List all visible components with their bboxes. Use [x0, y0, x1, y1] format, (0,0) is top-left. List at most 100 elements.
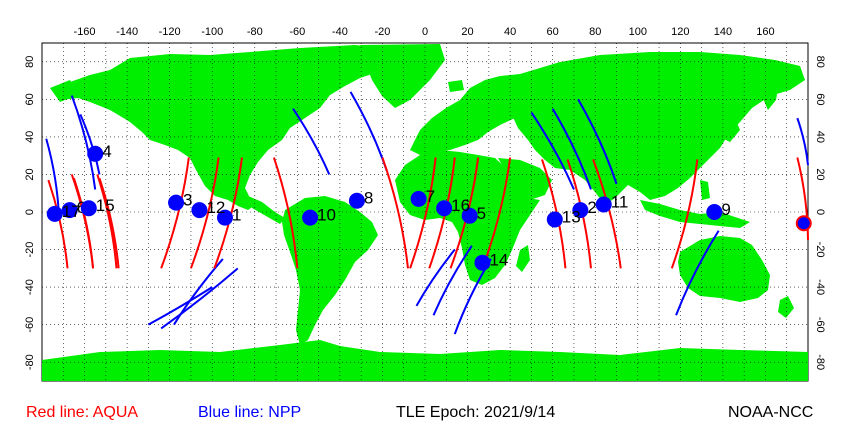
- source-credit: NOAA-NCC: [728, 404, 814, 421]
- satellite-markers: 1234567891011121314151617: [46, 142, 812, 271]
- lon-tick-label: -60: [289, 26, 305, 38]
- lat-tick-label-left: -40: [24, 279, 36, 295]
- asia: [512, 52, 805, 205]
- north-america: [55, 45, 400, 210]
- legend-npp: Blue line: NPP: [198, 404, 302, 421]
- aqua-track: [47, 179, 69, 269]
- satellite-label: 11: [611, 192, 629, 211]
- japan: [722, 118, 740, 142]
- satellite-marker: [474, 254, 491, 271]
- aqua-track: [70, 174, 95, 269]
- alaska-tip: [50, 80, 78, 102]
- npp-track: [79, 113, 101, 175]
- satellite-marker: [80, 200, 97, 217]
- lon-tick-label: -80: [247, 26, 263, 38]
- lat-tick-label-right: 60: [814, 93, 826, 105]
- lat-tick-label-right: -20: [814, 242, 826, 258]
- arabia: [498, 158, 552, 200]
- satellite-label: 8: [364, 189, 373, 208]
- satellite-marker: [46, 205, 63, 222]
- lon-tick-label: 160: [756, 26, 774, 38]
- lat-tick-label-right: 20: [814, 168, 826, 180]
- aqua-track: [160, 157, 190, 269]
- indonesia: [640, 200, 750, 228]
- satellite-label: 2: [587, 198, 596, 217]
- iceland: [448, 80, 464, 92]
- satellite-label: 7: [426, 187, 435, 206]
- aqua-track: [96, 174, 118, 269]
- satellite-marker: [348, 192, 365, 209]
- greenland: [360, 44, 445, 108]
- lon-tick-label: -100: [201, 26, 223, 38]
- satellite-marker: [302, 209, 319, 226]
- madagascar: [516, 245, 530, 272]
- satellite-label: 9: [721, 200, 730, 219]
- lon-tick-label: -120: [159, 26, 181, 38]
- satellite-label: 16: [451, 196, 470, 215]
- aqua-track: [272, 157, 299, 269]
- npp-track: [432, 245, 473, 316]
- satellite-marker: [595, 196, 612, 213]
- satellite-marker: [706, 204, 723, 220]
- lat-tick-label-right: -80: [814, 354, 826, 370]
- aqua-track: [796, 157, 809, 241]
- npp-track: [292, 108, 331, 175]
- lat-tick-label-left: 60: [24, 93, 36, 105]
- aqua-track: [592, 159, 622, 269]
- satellite-marker: [436, 200, 453, 217]
- satellite-marker: [61, 202, 78, 219]
- axis-ticks: -160 -140 -120 -100 -80 -60 -40 -20 0 20 40 60 80 1 0 0…: [24, 26, 826, 370]
- australia: [678, 236, 770, 302]
- satellite-label: 15: [96, 196, 115, 215]
- south-america: [282, 196, 378, 345]
- npp-track: [415, 248, 456, 307]
- satellite-label: 17: [62, 202, 81, 221]
- npp-track: [675, 230, 720, 316]
- satellite-label: 1: [232, 206, 241, 225]
- npp-track: [70, 95, 97, 190]
- npp-track: [530, 111, 575, 190]
- lat-tick-label-right: -60: [814, 317, 826, 333]
- legend-aqua: Red line: AQUA: [26, 404, 139, 421]
- aqua-track: [98, 177, 120, 269]
- lat-tick-label-right: -40: [814, 279, 826, 295]
- lon-tick-label: -20: [374, 26, 390, 38]
- lat-tick-label-left: -80: [24, 354, 36, 370]
- aqua-track: [409, 157, 437, 269]
- satellite-marker: [546, 211, 563, 228]
- aqua-track: [670, 159, 699, 269]
- aqua-track: [190, 157, 220, 269]
- satellite-label: 5: [477, 204, 486, 223]
- satellite-marker: [191, 202, 208, 219]
- lat-tick-label-right: 80: [814, 56, 826, 68]
- lon-tick-label: 40: [504, 26, 516, 38]
- satellite-marker: [461, 207, 478, 224]
- lat-tick-label-right: 0: [814, 209, 826, 215]
- npp-track: [551, 108, 592, 190]
- satellite-label: 12: [206, 198, 225, 217]
- philippines: [700, 180, 710, 200]
- lon-tick-label: -40: [332, 26, 348, 38]
- aqua-track: [213, 157, 244, 269]
- lon-tick-label: 80: [589, 26, 601, 38]
- new-zealand: [778, 296, 794, 318]
- lon-tick-label: -140: [116, 26, 138, 38]
- lon-tick-label: -160: [74, 26, 96, 38]
- lat-tick-label-left: 0: [24, 209, 36, 215]
- kamchatka: [762, 75, 780, 110]
- aqua-track: [381, 157, 409, 269]
- satellite-marker: [572, 202, 589, 219]
- lat-tick-label-left: 80: [24, 56, 36, 68]
- npp-track: [796, 117, 809, 166]
- lat-tick-label-left: 20: [24, 168, 36, 180]
- npp-track: [577, 98, 618, 185]
- lon-tick-label: 0: [422, 26, 428, 38]
- satellite-marker: [797, 217, 810, 230]
- satellite-marker: [410, 190, 427, 207]
- satellite-label: 3: [183, 191, 192, 210]
- lon-tick-label: 20: [461, 26, 473, 38]
- satellite-label: 4: [102, 142, 111, 161]
- npp-track: [147, 286, 213, 326]
- satellite-label: 13: [562, 208, 581, 227]
